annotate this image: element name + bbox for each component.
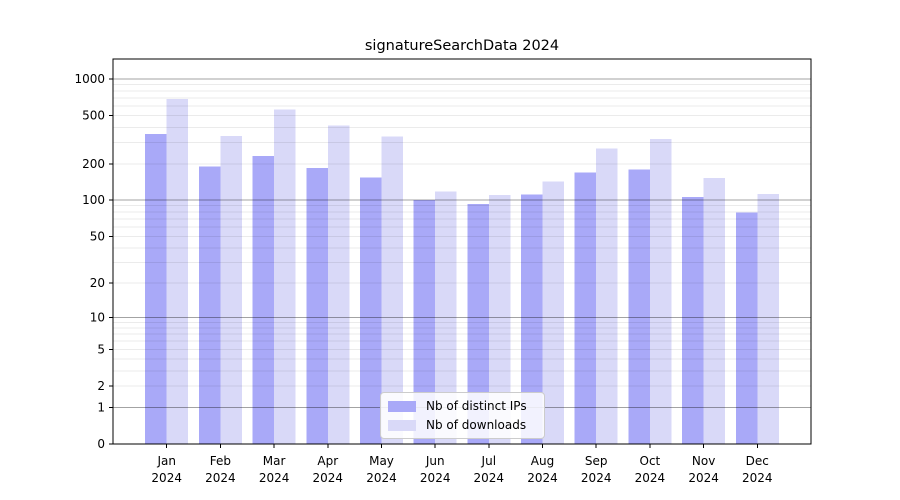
y-tick-label: 20 (90, 276, 105, 290)
bar-downloads-feb (220, 135, 242, 444)
x-tick-label: Jun 2024 (420, 454, 451, 485)
y-tick-label: 50 (90, 229, 105, 243)
bar-distinct-ips-aug (521, 194, 543, 444)
bar-distinct-ips-sep (574, 172, 597, 444)
x-tick-label: Dec 2024 (742, 454, 773, 485)
bar-distinct-ips-jun (413, 200, 436, 444)
x-tick-label: Aug 2024 (527, 454, 558, 485)
chart-title: signatureSearchData 2024 (365, 38, 559, 54)
y-tick-label: 0 (97, 437, 105, 451)
legend-item-distinct-ips: Nb of distinct IPs (388, 399, 536, 413)
x-tick-label: Jul 2024 (474, 454, 505, 485)
y-tick-label: 1000 (74, 72, 105, 86)
x-tick-label: Feb 2024 (205, 454, 236, 485)
bar-distinct-ips-jan (145, 134, 167, 444)
bars-layer (145, 99, 779, 445)
x-tick-label: Apr 2024 (313, 454, 344, 485)
axes-layer (109, 58, 812, 448)
y-tick-label: 2 (97, 379, 105, 393)
grid-layer (113, 78, 811, 408)
bar-distinct-ips-oct (628, 169, 650, 444)
legend: Nb of distinct IPs Nb of downloads (380, 392, 545, 439)
bar-distinct-ips-may (360, 177, 382, 444)
x-tick-label: Sep 2024 (581, 454, 612, 485)
x-tick-label: Nov 2024 (688, 454, 719, 485)
bar-downloads-oct (649, 138, 672, 445)
plot-border (112, 58, 812, 445)
bar-downloads-jun (435, 191, 457, 444)
legend-swatch-distinct-ips (388, 400, 416, 412)
legend-label-downloads: Nb of downloads (426, 418, 527, 432)
bar-distinct-ips-jul (467, 204, 489, 444)
x-tick-label: Mar 2024 (259, 454, 290, 485)
x-tick-label: Jan 2024 (151, 454, 182, 485)
bar-distinct-ips-apr (306, 168, 328, 444)
y-tick-label: 1 (97, 400, 105, 414)
bar-downloads-dec (757, 194, 779, 444)
bar-distinct-ips-feb (198, 166, 221, 444)
bar-distinct-ips-nov (682, 197, 704, 444)
bar-distinct-ips-dec (735, 212, 758, 444)
y-tick-label: 5 (97, 342, 105, 356)
legend-label-distinct-ips: Nb of distinct IPs (426, 399, 527, 413)
y-tick-label: 10 (90, 310, 105, 324)
bar-downloads-jul (488, 195, 511, 444)
legend-swatch-downloads (388, 419, 416, 431)
x-tick-label: May 2024 (366, 454, 397, 485)
bar-downloads-apr (327, 125, 350, 445)
y-tick-label: 100 (82, 193, 105, 207)
bar-downloads-aug (542, 181, 564, 444)
bar-distinct-ips-mar (252, 156, 275, 444)
y-tick-label: 200 (82, 157, 105, 171)
bar-downloads-sep (596, 148, 618, 444)
bar-downloads-nov (703, 177, 726, 444)
bar-downloads-mar (274, 109, 296, 444)
legend-item-downloads: Nb of downloads (388, 418, 536, 432)
bar-downloads-jan (166, 99, 189, 444)
bar-downloads-may (381, 136, 403, 444)
y-tick-label: 500 (82, 109, 105, 123)
axis-labels-layer: 0 1 2 5 10 20 50 100 200 500 1000 Jan 2024 Feb 2024 Mar… (74, 72, 772, 485)
x-tick-label: Oct 2024 (635, 454, 666, 485)
